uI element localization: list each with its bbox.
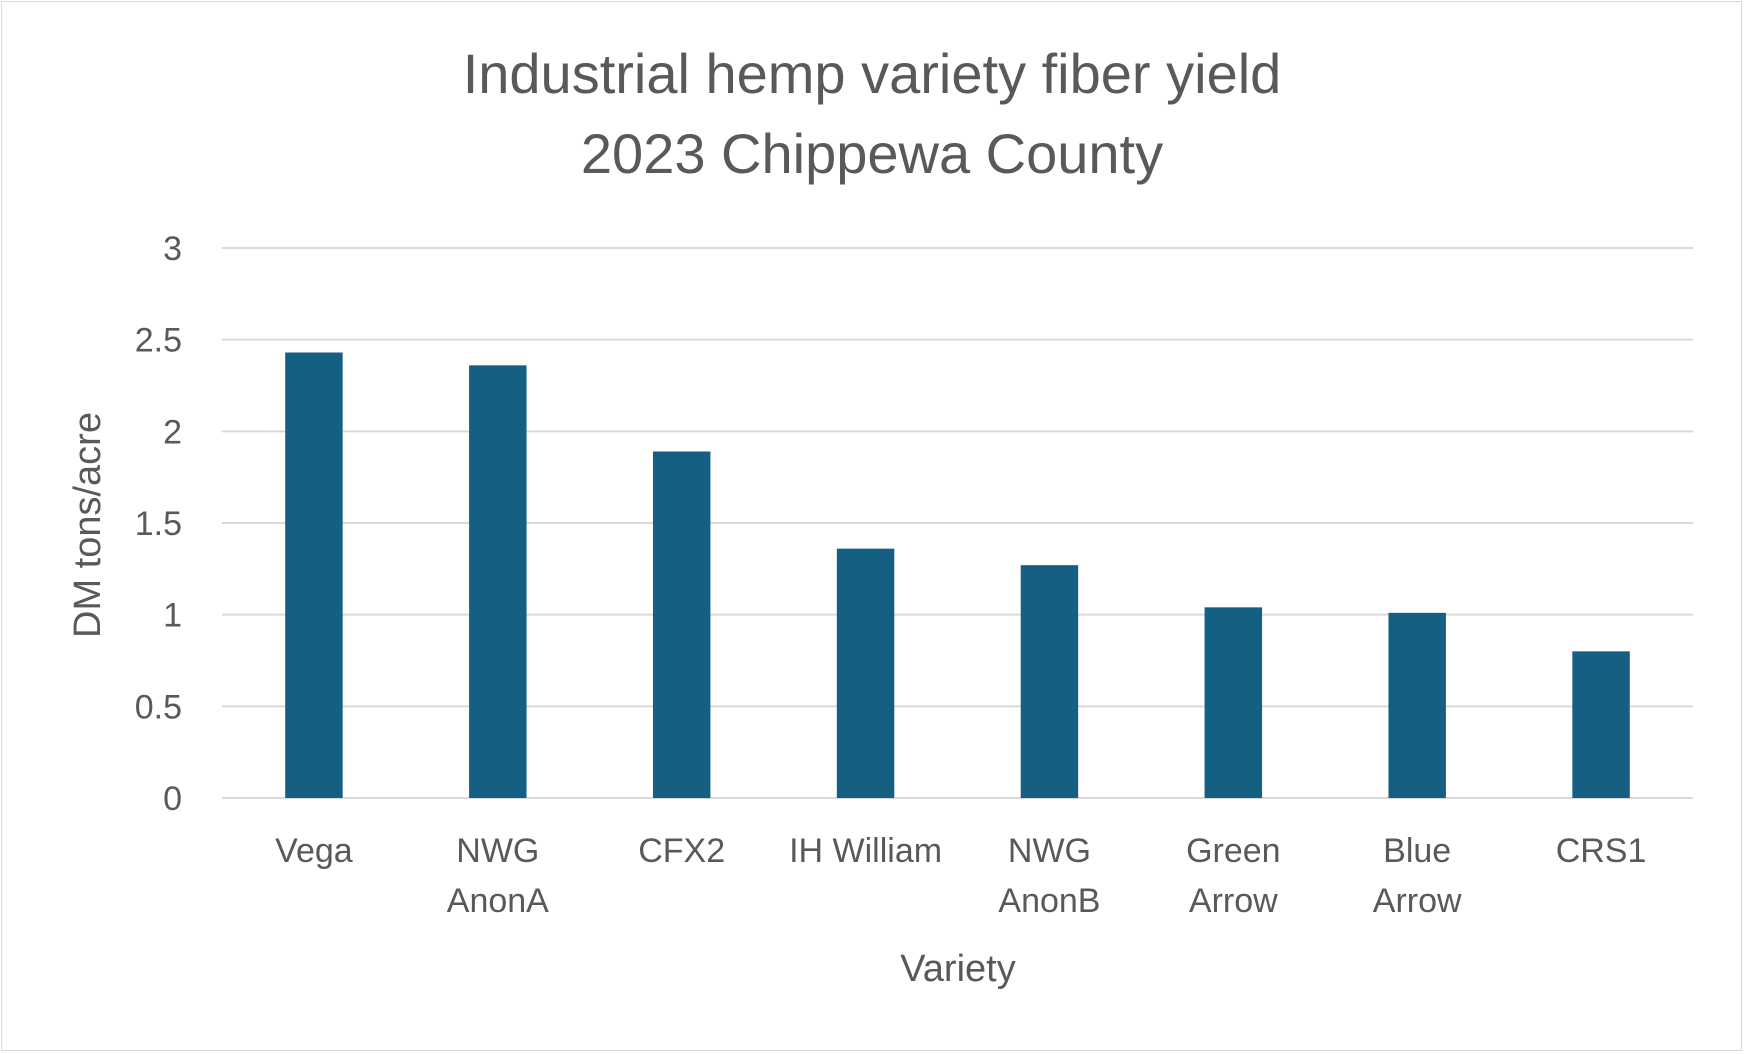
y-axis-title: DM tons/acre [67, 412, 109, 638]
x-category-label: Green Arrow [1186, 832, 1281, 920]
y-axis-ticks: 0 0.5 1 1.5 2 2.5 3 [135, 230, 182, 818]
y-tick-label: 0.5 [135, 688, 182, 726]
bars [285, 352, 1630, 798]
x-category-line: Vega [275, 832, 353, 870]
x-axis-categories: Vega NWG AnonA CFX2 IH William NWG AnonB Green A… [275, 832, 1646, 920]
x-category-label: NWG AnonA [447, 832, 549, 920]
bar [469, 365, 527, 798]
x-category-label: Blue Arrow [1373, 832, 1462, 920]
x-category-label: Vega [275, 832, 353, 870]
bar [285, 352, 343, 798]
gridlines [222, 247, 1693, 799]
chart-title-line-1: Industrial hemp variety fiber yield [463, 42, 1282, 105]
x-category-line: Arrow [1189, 882, 1278, 920]
x-category-line: AnonA [447, 882, 549, 920]
bar [836, 548, 895, 798]
y-tick-label: 1 [163, 597, 182, 635]
y-tick-label: 3 [163, 230, 182, 268]
x-axis-title: Variety [900, 948, 1015, 990]
bar [652, 451, 711, 798]
y-tick-label: 1.5 [135, 505, 182, 543]
x-category-label: NWG AnonB [998, 832, 1100, 920]
y-tick-label: 2 [163, 413, 182, 451]
x-category-line: Arrow [1373, 882, 1462, 920]
x-category-line: IH William [789, 832, 942, 870]
x-category-label: CFX2 [638, 832, 725, 870]
x-category-line: Green [1186, 832, 1281, 870]
x-category-line: CFX2 [638, 832, 725, 870]
y-tick-label: 0 [163, 780, 182, 818]
x-category-line: NWG [456, 832, 539, 870]
y-tick-label: 2.5 [135, 322, 182, 360]
x-category-label: IH William [789, 832, 942, 870]
x-category-line: NWG [1008, 832, 1091, 870]
chart-title-line-2: 2023 Chippewa County [581, 122, 1163, 185]
x-category-line: AnonB [998, 882, 1100, 920]
bar [1572, 651, 1630, 798]
x-category-label: CRS1 [1556, 832, 1647, 870]
bar [1204, 607, 1263, 798]
x-category-line: CRS1 [1556, 832, 1647, 870]
x-category-line: Blue [1383, 832, 1451, 870]
bar [1020, 565, 1079, 798]
bar [1388, 612, 1446, 798]
